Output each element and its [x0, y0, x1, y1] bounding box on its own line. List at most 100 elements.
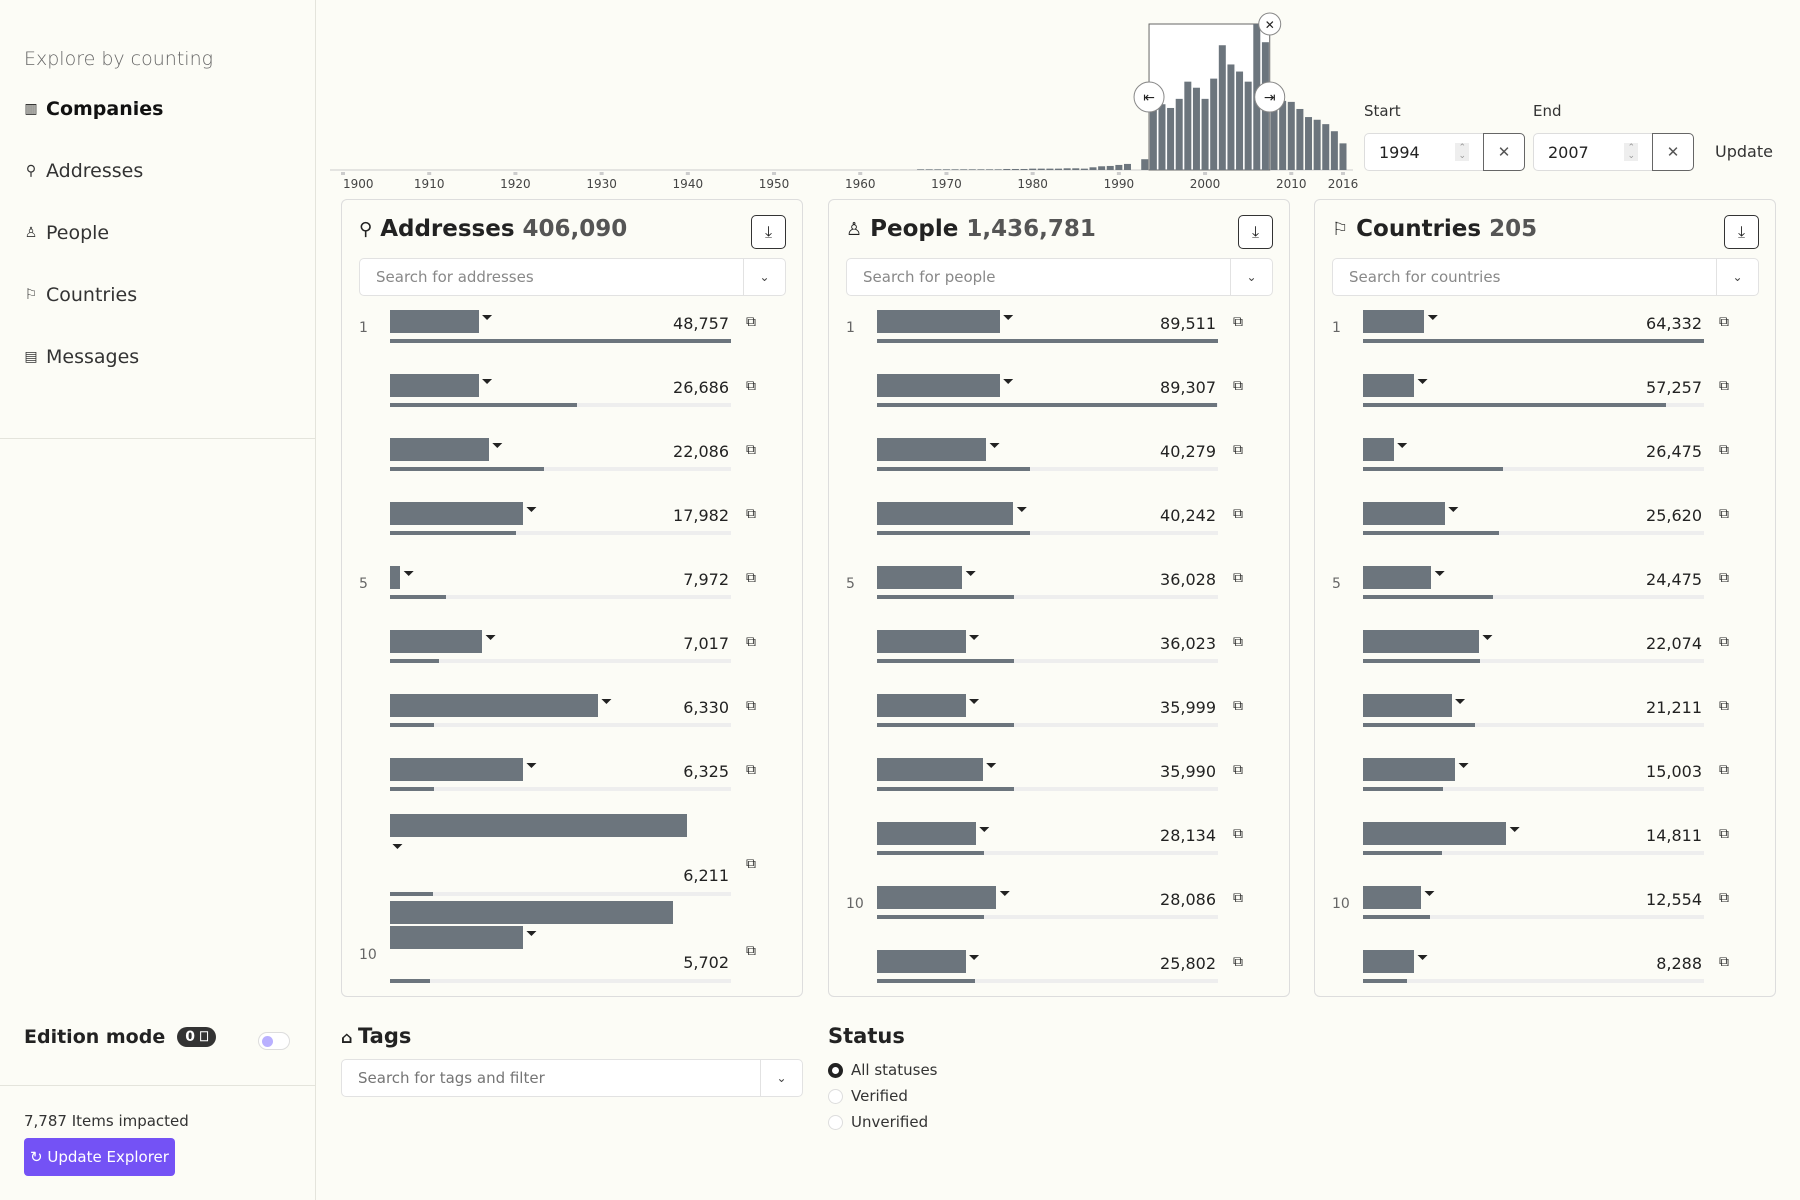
list-item[interactable]: ⏷ 14,811 ⧉ — [1315, 814, 1775, 878]
list-item[interactable]: ⏷ 17,982 ⧉ — [342, 494, 802, 558]
histogram-bar[interactable] — [1305, 117, 1313, 170]
filter-icon[interactable]: ⏷ — [1427, 310, 1439, 326]
histogram-bar[interactable] — [1210, 78, 1218, 170]
external-link-icon[interactable]: ⧉ — [1233, 314, 1243, 330]
external-link-icon[interactable]: ⧉ — [746, 570, 756, 586]
filter-icon[interactable]: ⏷ — [485, 630, 497, 646]
panel-search[interactable]: Search for countries ⌄ — [1332, 258, 1759, 296]
external-link-icon[interactable]: ⧉ — [1233, 378, 1243, 394]
list-item[interactable]: 1 ⏷ 89,511 ⧉ — [829, 302, 1289, 366]
histogram-bar[interactable] — [917, 169, 925, 170]
external-link-icon[interactable]: ⧉ — [1233, 442, 1243, 458]
range-start-handle-button[interactable] — [1133, 81, 1165, 113]
histogram-bar[interactable] — [925, 169, 933, 170]
filter-icon[interactable]: ⏷ — [1423, 886, 1436, 902]
filter-icon[interactable]: ⏷ — [1481, 630, 1494, 646]
external-link-icon[interactable]: ⧉ — [746, 943, 756, 959]
histogram-bar[interactable] — [1330, 131, 1338, 170]
filter-icon[interactable]: ⏷ — [985, 758, 997, 774]
external-link-icon[interactable]: ⧉ — [746, 442, 756, 458]
status-option[interactable]: Verified — [828, 1087, 908, 1105]
list-item[interactable]: ⏷ 26,686 ⧉ — [342, 366, 802, 430]
histogram-bar[interactable] — [1201, 98, 1209, 170]
histogram-bar[interactable] — [1063, 168, 1071, 170]
filter-icon[interactable]: ⏷ — [978, 822, 991, 838]
external-link-icon[interactable]: ⧉ — [1719, 506, 1729, 522]
status-option[interactable]: Unverified — [828, 1113, 928, 1131]
external-link-icon[interactable]: ⧉ — [746, 506, 756, 522]
external-link-icon[interactable]: ⧉ — [1719, 570, 1729, 586]
spinner-icon[interactable]: ⌃ ⌄ — [1455, 143, 1469, 161]
download-button[interactable]: ⤓ — [1238, 215, 1273, 249]
filter-icon[interactable]: ⏷ — [481, 310, 493, 326]
histogram-bar[interactable] — [1270, 100, 1278, 170]
filter-icon[interactable]: ⏷ — [1016, 502, 1028, 518]
external-link-icon[interactable]: ⧉ — [1233, 890, 1243, 906]
download-button[interactable]: ⤓ — [751, 215, 786, 249]
sidebar-item-messages[interactable]: ▤ Messages — [24, 346, 139, 368]
external-link-icon[interactable]: ⧉ — [1233, 634, 1243, 650]
histogram-bar[interactable] — [977, 169, 985, 170]
clear-end-button[interactable]: ✕ — [1652, 133, 1694, 171]
filter-icon[interactable]: ⏷ — [968, 950, 980, 966]
list-item[interactable]: 10 ⏷ 12,554 ⧉ — [1315, 878, 1775, 942]
histogram-bar[interactable] — [1227, 64, 1235, 170]
radio-button[interactable] — [828, 1062, 843, 1078]
tags-search-input[interactable] — [342, 1060, 760, 1096]
histogram-bar[interactable] — [1175, 98, 1183, 170]
external-link-icon[interactable]: ⧉ — [1719, 314, 1729, 330]
list-item[interactable]: 1 ⏷ 64,332 ⧉ — [1315, 302, 1775, 366]
histogram-bar[interactable] — [942, 169, 950, 170]
filter-icon[interactable]: ⏷ — [1002, 310, 1014, 326]
tags-search[interactable]: ⌄ — [341, 1059, 803, 1097]
download-button[interactable]: ⤓ — [1724, 215, 1759, 249]
filter-icon[interactable]: ⏷ — [968, 630, 980, 646]
external-link-icon[interactable]: ⧉ — [1719, 826, 1729, 842]
filter-icon[interactable]: ⏷ — [1454, 694, 1466, 710]
list-item[interactable]: ⏷ 25,802 ⧉ — [829, 942, 1289, 1006]
list-item[interactable]: 10 ⏷ 5,702 ⧉ — [342, 901, 802, 988]
filter-icon[interactable]: ⏷ — [989, 438, 1001, 454]
histogram-bar[interactable] — [986, 169, 994, 170]
list-item[interactable]: 5 ⏷ 36,028 ⧉ — [829, 558, 1289, 622]
histogram-bar[interactable] — [1184, 81, 1192, 170]
timeline-histogram[interactable]: 1900 1910 1920 1930 1940 1950 1960 1970 1980 1990… — [330, 0, 1360, 200]
list-item[interactable]: 1 ⏷ 48,757 ⧉ — [342, 302, 802, 366]
histogram-bar[interactable] — [968, 169, 976, 170]
external-link-icon[interactable]: ⧉ — [1719, 890, 1729, 906]
chevron-down-icon[interactable]: ⌄ — [1230, 259, 1272, 295]
histogram-bar[interactable] — [1011, 168, 1019, 170]
end-year-input[interactable]: 2007 ⌃ ⌄ — [1533, 133, 1653, 171]
list-item[interactable]: 5 ⏷ 24,475 ⧉ — [1315, 558, 1775, 622]
list-item[interactable]: ⏷ 89,307 ⧉ — [829, 366, 1289, 430]
filter-icon[interactable]: ⏷ — [999, 886, 1011, 902]
histogram-bar[interactable] — [1106, 165, 1114, 170]
filter-icon[interactable]: ⏷ — [392, 839, 404, 855]
external-link-icon[interactable]: ⧉ — [746, 314, 756, 330]
start-year-input[interactable]: 1994 ⌃ ⌄ — [1364, 133, 1484, 171]
update-explorer-button[interactable]: ↻ Update Explorer — [24, 1138, 175, 1176]
histogram-bar[interactable] — [1287, 101, 1295, 170]
search-input[interactable]: Search for addresses — [376, 268, 534, 286]
list-item[interactable]: ⏷ 21,211 ⧉ — [1315, 686, 1775, 750]
radio-button[interactable] — [828, 1088, 843, 1104]
list-item[interactable]: ⏷ 26,475 ⧉ — [1315, 430, 1775, 494]
histogram-bar[interactable] — [1218, 45, 1226, 170]
histogram-bar[interactable] — [1029, 168, 1037, 170]
external-link-icon[interactable]: ⧉ — [746, 698, 756, 714]
histogram-bar[interactable] — [960, 169, 968, 170]
histogram-bar[interactable] — [1089, 167, 1097, 170]
list-item[interactable]: ⏷ 57,257 ⧉ — [1315, 366, 1775, 430]
histogram-bar[interactable] — [1037, 168, 1045, 170]
list-item[interactable]: ⏷ 7,017 ⧉ — [342, 622, 802, 686]
sidebar-item-people[interactable]: ♙ People — [24, 222, 109, 244]
list-item[interactable]: ⏷ 6,325 ⧉ — [342, 750, 802, 814]
filter-icon[interactable]: ⏷ — [601, 694, 613, 710]
search-input[interactable]: Search for people — [863, 268, 996, 286]
filter-icon[interactable]: ⏷ — [965, 566, 977, 582]
edition-mode-toggle[interactable] — [258, 1032, 290, 1050]
list-item[interactable]: ⏷ 36,023 ⧉ — [829, 622, 1289, 686]
filter-icon[interactable]: ⏷ — [403, 566, 415, 582]
histogram-bar[interactable] — [1339, 143, 1347, 170]
filter-icon[interactable]: ⏷ — [1396, 438, 1408, 454]
